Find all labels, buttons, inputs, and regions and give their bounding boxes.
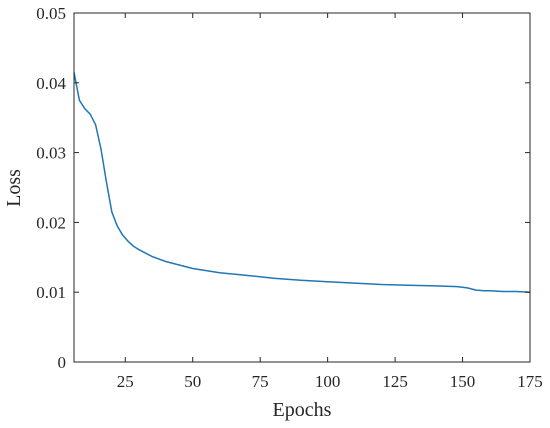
y-tick-label: 0.02 bbox=[36, 213, 66, 232]
y-tick-label: 0.03 bbox=[36, 144, 66, 163]
y-axis-ticks: 0 0.01 0.02 0.03 0.04 0.05 bbox=[36, 4, 530, 372]
x-tick-label: 125 bbox=[382, 372, 408, 391]
x-tick-label: 150 bbox=[450, 372, 476, 391]
y-tick-label: 0 bbox=[58, 353, 67, 372]
plot-area bbox=[74, 13, 530, 362]
x-tick-label: 50 bbox=[184, 372, 201, 391]
plot-frame bbox=[73, 12, 531, 363]
x-axis-label: Epochs bbox=[273, 399, 332, 421]
x-tick-label: 100 bbox=[315, 372, 341, 391]
x-tick-label: 75 bbox=[252, 372, 269, 391]
y-axis-label: Loss bbox=[3, 169, 25, 207]
y-tick-label: 0.04 bbox=[36, 74, 66, 93]
x-tick-label: 25 bbox=[117, 372, 134, 391]
y-tick-label: 0.01 bbox=[36, 283, 66, 302]
y-tick-label: 0.05 bbox=[36, 4, 66, 23]
x-axis-ticks: 25 50 75 100 125 150 175 bbox=[117, 13, 543, 391]
loss-series-line bbox=[73, 72, 531, 293]
x-tick-label: 175 bbox=[517, 372, 543, 391]
